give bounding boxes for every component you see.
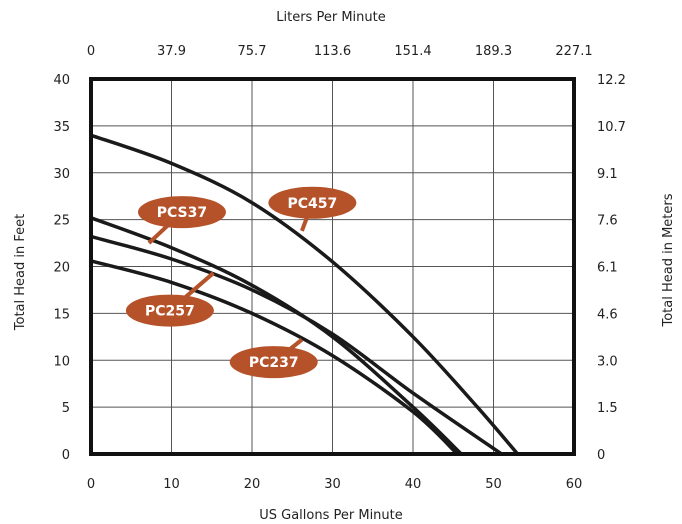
top-x-tick-label: 75.7	[238, 44, 267, 59]
y-tick-label: 15	[53, 307, 70, 322]
curve-label-badge	[125, 294, 214, 327]
top-x-tick-label: 189.3	[475, 44, 512, 59]
right-y-tick-label: 1.5	[597, 401, 618, 416]
top-x-tick-label: 0	[87, 44, 95, 59]
right-y-tick-label: 10.7	[597, 120, 626, 135]
right-y-tick-label: 3.0	[597, 354, 618, 369]
right-y-tick-label: 9.1	[597, 167, 618, 182]
y-tick-label: 10	[53, 354, 70, 369]
tick-labels: 0 10 20 30 40 50 600 37.9 75.7 113.6 151.4 189.3 227…	[53, 44, 626, 492]
right-y-tick-label: 4.6	[597, 307, 618, 322]
x-tick-label: 20	[244, 477, 261, 492]
right-y-tick-label: 6.1	[597, 261, 618, 276]
curve-labels: PC457 PCS37 PC257 PC237	[125, 186, 357, 379]
x-tick-label: 30	[324, 477, 341, 492]
top-x-tick-label: 113.6	[314, 44, 351, 59]
right-y-tick-label: 12.2	[597, 73, 626, 88]
right-y-tick-label: 7.6	[597, 214, 618, 229]
curve-label-text: PC257	[145, 304, 195, 320]
top-x-tick-label: 227.1	[555, 44, 592, 59]
curve-label-text: PC457	[287, 196, 337, 212]
x-axis-title: US Gallons Per Minute	[259, 508, 403, 523]
y-tick-label: 35	[53, 120, 70, 135]
right-y-axis-title: Total Head in Meters	[661, 193, 676, 327]
top-x-axis-title: Liters Per Minute	[276, 10, 385, 25]
curve-label-badge	[268, 186, 357, 219]
curve-pc237	[89, 259, 460, 456]
curve-label-text: PCS37	[157, 205, 207, 221]
y-tick-label: 0	[62, 448, 70, 463]
top-x-tick-label: 37.9	[157, 44, 186, 59]
curve-label-text: PC237	[249, 355, 299, 371]
plot-frame	[89, 77, 576, 456]
y-tick-label: 25	[53, 214, 70, 229]
top-x-tick-label: 151.4	[394, 44, 431, 59]
y-tick-label: 30	[53, 167, 70, 182]
curve-label-badge	[229, 346, 318, 379]
x-tick-label: 10	[163, 477, 180, 492]
curve-pc257	[89, 234, 504, 456]
y-tick-label: 5	[62, 401, 70, 416]
x-tick-label: 50	[485, 477, 502, 492]
curve-label-badge	[137, 196, 226, 229]
y-tick-label: 20	[53, 261, 70, 276]
x-tick-label: 40	[405, 477, 422, 492]
y-tick-label: 40	[53, 73, 70, 88]
y-axis-title: Total Head in Feet	[13, 214, 28, 331]
curves	[89, 133, 520, 456]
x-tick-label: 0	[87, 477, 95, 492]
x-tick-label: 60	[566, 477, 583, 492]
plot-border	[89, 77, 576, 456]
right-y-tick-label: 0	[597, 448, 605, 463]
curve-pc457	[89, 133, 520, 456]
grid	[91, 79, 574, 454]
